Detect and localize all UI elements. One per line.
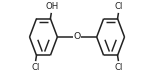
Text: O: O (73, 32, 81, 42)
Text: Cl: Cl (31, 63, 40, 72)
Text: Cl: Cl (115, 2, 123, 11)
Text: Cl: Cl (115, 63, 123, 72)
Text: OH: OH (45, 2, 58, 11)
